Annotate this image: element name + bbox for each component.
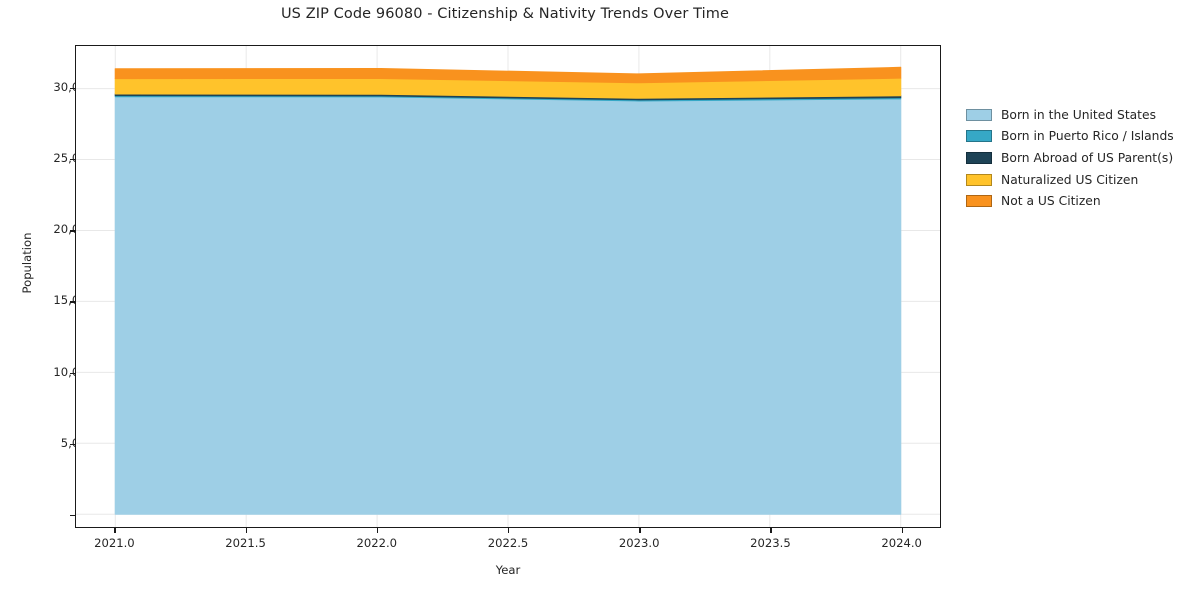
x-tick-mark	[245, 528, 247, 533]
area-series	[114, 96, 902, 515]
x-tick-mark	[114, 528, 116, 533]
x-tick-label: 2023.5	[750, 536, 791, 550]
y-tick-mark	[70, 230, 75, 232]
x-tick-mark	[639, 528, 641, 533]
x-tick-label: 2022.0	[356, 536, 398, 550]
x-tick-mark	[770, 528, 772, 533]
legend-item-label: Born in Puerto Rico / Islands	[1001, 129, 1174, 144]
y-tick-mark	[70, 158, 75, 161]
x-tick-label: 2023.0	[618, 536, 660, 550]
legend-item-label: Not a US Citizen	[1001, 194, 1101, 209]
legend-color-swatch	[966, 173, 992, 186]
x-tick-label: 2022.5	[487, 536, 529, 550]
x-tick-mark	[508, 528, 510, 533]
legend-item[interactable]: Born in the United States	[966, 104, 1181, 126]
legend-color-swatch	[966, 130, 992, 143]
legend-color-swatch	[966, 195, 992, 208]
legend-item-label: Born in the United States	[1001, 107, 1156, 122]
legend-item-label: Born Abroad of US Parent(s)	[1001, 150, 1174, 165]
legend-item-label: Naturalized US Citizen	[1001, 172, 1139, 187]
plot-area	[75, 45, 941, 528]
x-tick-label: 2021.0	[94, 536, 135, 550]
legend-color-swatch	[966, 151, 992, 164]
legend-item[interactable]: Born Abroad of US Parent(s)	[966, 147, 1181, 169]
x-tick-mark	[376, 528, 379, 533]
legend-color-swatch	[966, 108, 992, 121]
chart-title: US ZIP Code 96080 - Citizenship & Nativi…	[280, 6, 730, 22]
x-tick-label: 2024.0	[881, 536, 922, 550]
legend-item[interactable]: Not a US Citizen	[966, 190, 1181, 212]
legend-item[interactable]: Born in Puerto Rico / Islands	[966, 126, 1181, 148]
x-axis-label: Year	[495, 563, 521, 577]
stacked-area-series	[114, 66, 902, 515]
y-tick-mark	[70, 87, 75, 90]
y-tick-mark	[70, 301, 75, 303]
legend-item[interactable]: Naturalized US Citizen	[966, 169, 1181, 191]
area-series	[114, 66, 902, 84]
x-tick-mark	[901, 528, 903, 533]
y-tick-mark	[70, 515, 75, 517]
chart-legend: Born in the United States Born in Puerto …	[966, 104, 1181, 212]
y-tick-mark	[70, 372, 75, 374]
y-tick-mark	[70, 443, 75, 446]
x-tick-label: 2021.5	[225, 536, 266, 550]
